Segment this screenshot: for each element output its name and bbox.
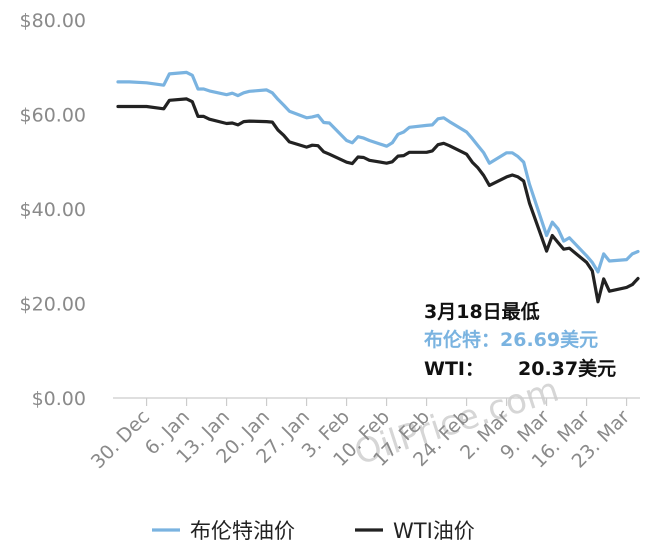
series-line-wti [116,97,640,304]
y-axis: $80.00 $60.00 $40.00 $20.00 $0.00 [20,10,86,410]
y-tick-label: $40.00 [20,199,86,221]
annotation-brent: 布伦特：26.69美元 [424,328,598,351]
legend-label-brent: 布伦特油价 [190,519,295,543]
series-layer [116,70,640,304]
legend-item-wti[interactable]: WTI油价 [355,519,475,543]
y-tick-label: $80.00 [20,10,86,32]
annotation-wti-label: WTI： [424,358,484,380]
series-line-brent [116,70,640,274]
annotation-title: 3月18日最低 [424,300,540,323]
legend: 布伦特油价 WTI油价 [152,519,475,543]
low-annotation: 3月18日最低 布伦特：26.69美元 WTI： 20.37美元 [424,300,616,380]
y-tick-label: $20.00 [20,294,86,316]
annotation-wti-value: 20.37美元 [518,357,616,380]
legend-item-brent[interactable]: 布伦特油价 [152,519,295,543]
y-tick-label: $0.00 [32,388,86,410]
y-tick-label: $60.00 [20,105,86,127]
legend-label-wti: WTI油价 [393,519,475,543]
